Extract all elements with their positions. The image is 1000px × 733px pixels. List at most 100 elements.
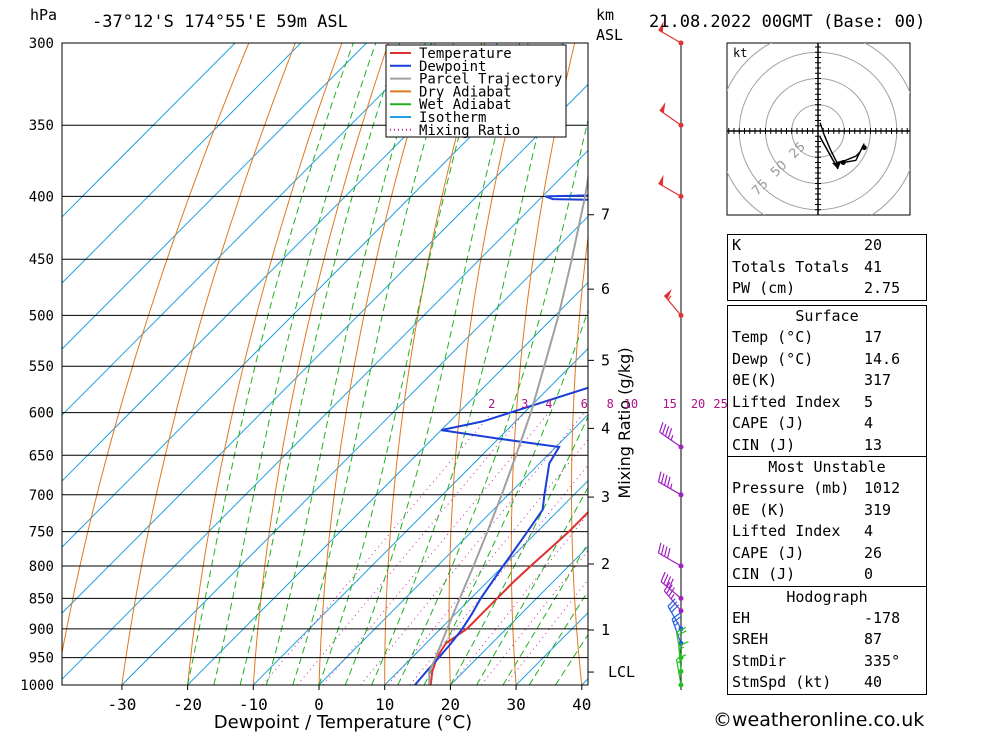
stat-label: Pressure (mb) [732, 479, 850, 497]
mixing-ratio-label: 2 [488, 397, 495, 411]
legend-label: Dewpoint [419, 59, 486, 75]
isotherm-line [62, 43, 236, 218]
isotherm-line [62, 43, 499, 482]
wind-barb [658, 21, 684, 46]
isotherm-line [62, 43, 433, 416]
pressure-tick-label: 800 [29, 559, 54, 575]
stat-row: PW (cm) 2.75 [728, 278, 926, 300]
wet-adiabat-line [449, 415, 588, 685]
wet-adiabat-line [292, 43, 455, 685]
dewpoint-series [414, 194, 588, 685]
isotherm-line [384, 479, 588, 685]
x-tick-label: 30 [506, 695, 525, 714]
stat-row: Pressure (mb) 1012 [728, 478, 926, 500]
copyright-footer: ©weatheronline.co.uk [713, 709, 925, 731]
km-tick-label: 3 [601, 488, 610, 506]
wind-barb [657, 471, 684, 498]
stat-row: K 20 [728, 235, 926, 257]
stat-value: 14.6 [864, 349, 901, 368]
pressure-tick-label: 550 [29, 359, 54, 375]
surface-section-title: Surface [795, 307, 859, 325]
dry-adiabat-line [571, 234, 588, 685]
datetime-title: 21.08.2022 00GMT (Base: 00) [649, 12, 926, 32]
stat-value: 26 [864, 543, 883, 562]
storm-motion-arrowhead [832, 162, 841, 169]
mixing-ratio-line [505, 579, 588, 685]
legend-label: Temperature [419, 46, 512, 62]
legend-label: Parcel Trajectory [419, 72, 562, 88]
mixing-ratio-axis-label: Mixing Ratio (g/kg) [615, 347, 634, 498]
km-tick-label: 5 [601, 351, 610, 369]
pressure-tick-label: 500 [29, 308, 54, 324]
stat-value: 17 [864, 328, 883, 346]
stat-value: 319 [864, 500, 892, 519]
stat-label: CAPE (J) [732, 543, 805, 562]
isotherm-line [318, 413, 588, 685]
stat-value: 13 [864, 435, 883, 454]
x-tick-label: -30 [107, 695, 136, 714]
stat-label: CAPE (J) [732, 414, 805, 432]
location-title: -37°12'S 174°55'E 59m ASL [92, 12, 348, 32]
legend-box [385, 44, 567, 138]
pressure-tick-label: 1000 [20, 678, 54, 694]
legend-label: Mixing Ratio [419, 123, 520, 139]
dry-adiabat-line [121, 43, 296, 685]
stat-label: Lifted Index [732, 522, 841, 540]
stat-label: Dewp (°C) [732, 349, 814, 368]
stat-row: Dewp (°C) 14.6 [728, 349, 926, 371]
parcel-trajectory-series [428, 172, 588, 685]
isotherm-line [62, 83, 588, 614]
pressure-tick-label: 450 [29, 252, 54, 268]
stat-row: θE(K) 317 [728, 370, 926, 392]
plot-frame [61, 42, 589, 686]
pressure-tick-label: 600 [29, 406, 54, 422]
stat-value: 87 [864, 630, 883, 648]
x-axis-label: Dewpoint / Temperature (°C) [214, 712, 472, 733]
stat-label: Temp (°C) [732, 328, 814, 346]
pressure-tick-label: 300 [29, 36, 54, 52]
pressure-tick-label: 750 [29, 525, 54, 541]
stat-label: θE (K) [732, 500, 787, 519]
temperature-series [429, 510, 588, 685]
stat-row: SREH 87 [728, 629, 926, 651]
pressure-tick-label: 850 [29, 591, 54, 607]
stat-value: 40 [864, 673, 883, 691]
pressure-tick-label: 350 [29, 118, 54, 134]
x-tick-label: 40 [572, 695, 591, 714]
stat-row: StmDir 335° [728, 651, 926, 673]
stat-row: θE (K) 319 [728, 500, 926, 522]
stat-row: Temp (°C) 17 [728, 327, 926, 349]
dry-adiabat-line [630, 43, 668, 685]
wind-barb [678, 641, 689, 674]
pressure-tick-label: 700 [29, 488, 54, 504]
stat-label: StmSpd (kt) [732, 673, 832, 691]
pressure-tick-label: 400 [29, 189, 54, 205]
stat-value: 1012 [864, 479, 901, 497]
isotherm-line [62, 149, 588, 680]
stat-label: θE(K) [732, 371, 778, 389]
stat-value: 2.75 [864, 279, 901, 297]
mixing-ratio-label: 3 [521, 397, 528, 411]
hodograph-point [840, 160, 846, 165]
stat-row: Lifted Index 5 [728, 392, 926, 414]
pressure-unit-label: hPa [30, 6, 58, 24]
wind-barb [663, 581, 684, 614]
mixing-ratio-line [387, 438, 588, 685]
x-tick-label: 10 [375, 695, 394, 714]
stat-label: Lifted Index [732, 392, 841, 411]
stat-value: 4 [864, 522, 874, 540]
dry-adiabat-line [994, 43, 1000, 685]
stats-table: Surface Temp (°C) 17 Dewp (°C) 14.6 θE(K) 317 L… [727, 305, 927, 695]
wind-barb [667, 598, 684, 632]
plot-area [62, 43, 1000, 685]
stat-value: 317 [864, 371, 892, 389]
stat-value: 41 [864, 257, 883, 276]
km-tick-label: 1 [601, 621, 610, 639]
x-tick-label: 0 [314, 695, 324, 714]
mixing-ratio-label: 15 [662, 397, 676, 411]
x-tick-label: 20 [441, 695, 460, 714]
stat-label: EH [732, 608, 751, 627]
